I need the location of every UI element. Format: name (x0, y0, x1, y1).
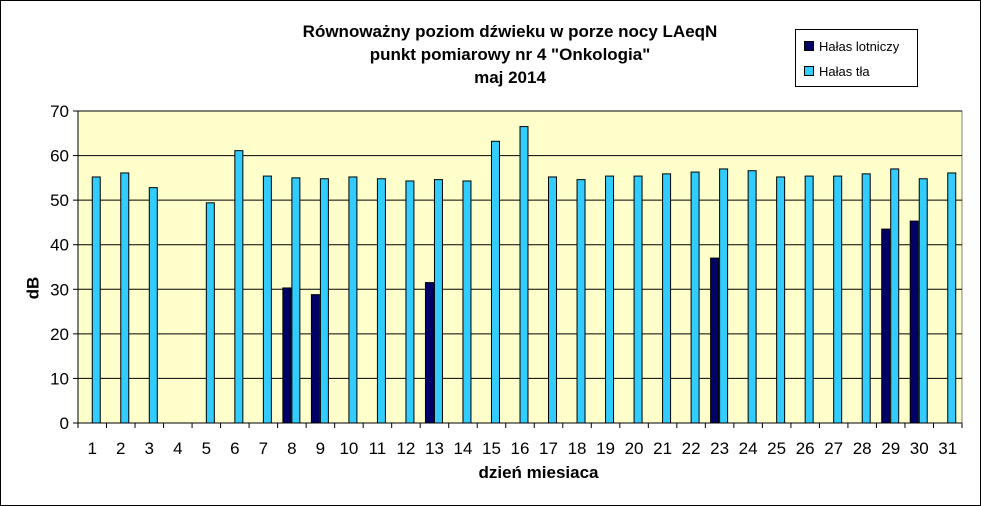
bar-background-noise (747, 170, 757, 424)
bar-background-noise (548, 176, 558, 424)
y-tick-label: 30 (50, 280, 69, 299)
x-tick-label: 14 (454, 439, 473, 458)
x-tick-label: 28 (853, 439, 872, 458)
x-tick-label: 8 (287, 439, 296, 458)
x-tick-label: 6 (230, 439, 239, 458)
chart-title-line-3: maj 2014 (474, 68, 546, 87)
x-tick-label: 7 (259, 439, 268, 458)
bar-background-noise (918, 178, 928, 424)
x-tick-label: 18 (568, 439, 587, 458)
bar-background-noise (120, 172, 130, 424)
bar-aircraft-noise (310, 294, 320, 424)
bar-background-noise (205, 202, 215, 424)
bar-background-noise (861, 173, 871, 424)
bar-background-noise (262, 175, 272, 424)
chart-title-line-1: Równoważny poziom dźwieku w porze nocy L… (302, 22, 718, 41)
legend-label-background-noise: Hałas tła (819, 63, 870, 79)
x-tick-label: 5 (202, 439, 211, 458)
x-axis-ticks: 1 2 3 4 5 6 7 8 9 10 11 12 13 14 15 16 17 18 19 20 21 22 23 24 2… (77, 423, 963, 458)
legend-item-background-noise: Hałas tła (804, 63, 870, 79)
bar-background-noise (833, 175, 843, 424)
x-tick-label: 10 (339, 439, 358, 458)
bar-background-noise (376, 178, 386, 424)
x-tick-label: 4 (173, 439, 182, 458)
x-tick-label: 22 (682, 439, 701, 458)
bar-background-noise (947, 172, 957, 424)
x-tick-label: 24 (739, 439, 758, 458)
x-tick-label: 23 (710, 439, 729, 458)
bars (91, 126, 957, 424)
y-tick-label: 70 (50, 102, 69, 121)
bar-background-noise (633, 175, 643, 424)
bar-background-noise (576, 179, 586, 424)
x-tick-label: 25 (767, 439, 786, 458)
bar-background-noise (405, 180, 415, 424)
bar-background-noise (462, 180, 472, 424)
legend-label-aircraft-noise: Hałas lotniczy (819, 38, 900, 54)
bar-background-noise (662, 173, 672, 424)
x-tick-label: 19 (596, 439, 615, 458)
legend-item-aircraft-noise: Hałas lotniczy (804, 38, 899, 54)
x-tick-label: 29 (881, 439, 900, 458)
bar-background-noise (234, 150, 244, 424)
legend-swatch-background-noise (804, 66, 814, 76)
bar-background-noise (890, 168, 900, 424)
x-tick-label: 1 (88, 439, 97, 458)
bar-background-noise (776, 176, 786, 424)
x-tick-label: 9 (316, 439, 325, 458)
x-tick-label: 13 (425, 439, 444, 458)
legend: Hałas lotniczy Hałas tła (795, 29, 918, 87)
x-tick-label: 15 (482, 439, 501, 458)
x-tick-label: 27 (824, 439, 843, 458)
y-axis-ticks: 0 10 20 30 40 50 60 70 (50, 102, 962, 433)
bar-background-noise (91, 176, 101, 424)
y-tick-label: 0 (60, 414, 69, 433)
bar-background-noise (433, 179, 443, 424)
bar-background-noise (348, 176, 358, 424)
bar-background-noise (605, 175, 615, 424)
y-tick-label: 40 (50, 236, 69, 255)
bar-aircraft-noise (909, 220, 919, 424)
bar-background-noise (490, 140, 500, 424)
y-tick-label: 20 (50, 325, 69, 344)
x-tick-label: 26 (796, 439, 815, 458)
bar-background-noise (804, 175, 814, 424)
x-tick-label: 11 (369, 439, 387, 458)
x-tick-label: 21 (653, 439, 672, 458)
bar-background-noise (319, 178, 329, 424)
bar-aircraft-noise (282, 287, 292, 424)
bar-background-noise (690, 171, 700, 424)
x-axis-label: dzień miesiaca (478, 463, 599, 482)
x-tick-label: 20 (625, 439, 644, 458)
legend-swatch-aircraft-noise (804, 41, 814, 51)
chart-title: Równoważny poziom dźwieku w porze nocy L… (200, 20, 820, 89)
x-tick-label: 30 (910, 439, 929, 458)
bar-background-noise (148, 187, 158, 424)
bar-background-noise (719, 168, 729, 424)
bar-aircraft-noise (424, 282, 434, 424)
y-axis-label: dB (23, 276, 43, 300)
x-tick-label: 2 (116, 439, 125, 458)
bar-aircraft-noise (710, 257, 720, 424)
bar-background-noise (519, 126, 529, 424)
x-tick-label: 3 (145, 439, 154, 458)
bar-aircraft-noise (881, 228, 891, 424)
x-tick-label: 17 (539, 439, 558, 458)
x-tick-label: 31 (938, 439, 957, 458)
chart-title-line-2: punkt pomiarowy nr 4 "Onkologia" (369, 45, 651, 64)
y-tick-label: 10 (50, 369, 69, 388)
x-tick-label: 12 (396, 439, 415, 458)
x-tick-label: 16 (511, 439, 530, 458)
y-tick-label: 50 (50, 191, 69, 210)
bar-background-noise (291, 177, 301, 424)
y-tick-label: 60 (50, 147, 69, 166)
